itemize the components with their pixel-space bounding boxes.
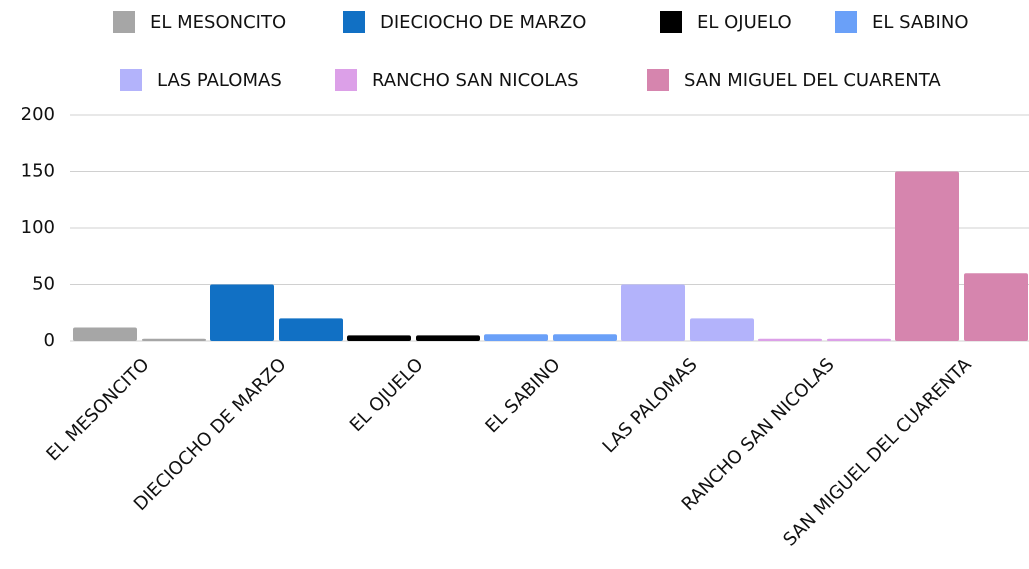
- legend-label: EL SABINO: [872, 12, 969, 33]
- legend-swatch: [660, 11, 682, 33]
- y-tick-label: 50: [32, 274, 55, 295]
- bar: [827, 338, 891, 341]
- y-tick-label: 200: [21, 104, 55, 125]
- bar: [416, 335, 480, 341]
- legend-label: RANCHO SAN NICOLAS: [372, 70, 579, 91]
- bar: [279, 318, 343, 341]
- bar: [73, 327, 137, 341]
- x-tick-label: EL MESONCITO: [42, 354, 153, 465]
- bar: [758, 338, 822, 341]
- legend-swatch: [835, 11, 857, 33]
- x-tick-label: RANCHO SAN NICOLAS: [678, 354, 839, 515]
- bar: [621, 284, 685, 341]
- bar: [484, 334, 548, 341]
- legend-label: EL OJUELO: [697, 12, 792, 33]
- y-tick-label: 0: [44, 330, 55, 351]
- bar: [895, 171, 959, 341]
- bar: [347, 335, 411, 341]
- y-tick-label: 150: [21, 161, 55, 182]
- x-tick-label: DIECIOCHO DE MARZO: [130, 354, 291, 515]
- legend-label: EL MESONCITO: [150, 12, 286, 33]
- bar: [210, 284, 274, 341]
- bar: [553, 334, 617, 341]
- legend-label: DIECIOCHO DE MARZO: [380, 12, 586, 33]
- bar: [142, 338, 206, 341]
- legend-swatch: [647, 69, 669, 91]
- bar: [964, 273, 1028, 341]
- y-tick-label: 100: [21, 217, 55, 238]
- x-tick-label: EL OJUELO: [346, 354, 428, 436]
- legend-label: SAN MIGUEL DEL CUARENTA: [684, 70, 941, 91]
- legend-swatch: [113, 11, 135, 33]
- legend-label: LAS PALOMAS: [157, 70, 282, 91]
- x-tick-label: LAS PALOMAS: [599, 354, 702, 457]
- legend-swatch: [343, 11, 365, 33]
- legend-swatch: [120, 69, 142, 91]
- legend-swatch: [335, 69, 357, 91]
- x-tick-label: EL SABINO: [481, 354, 564, 437]
- bar: [690, 318, 754, 341]
